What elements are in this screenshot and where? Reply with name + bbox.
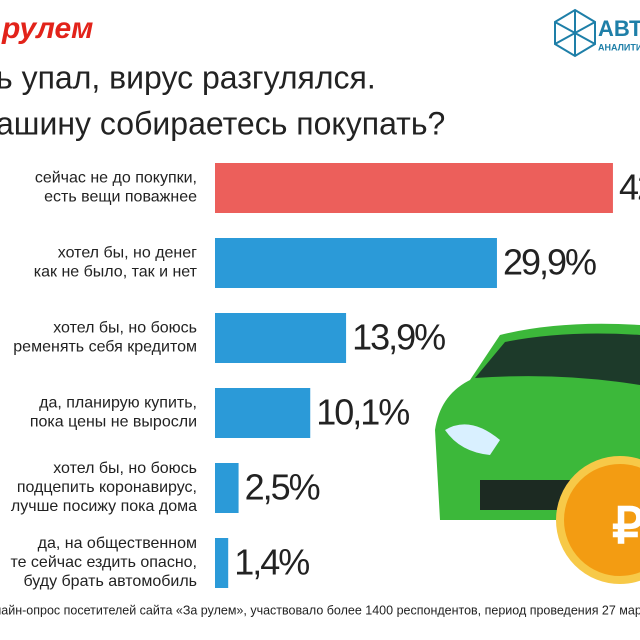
bar (215, 313, 347, 363)
logo-right-subtitle: АНАЛИТИЧ (598, 42, 640, 52)
logo-right-icon (554, 8, 596, 58)
value-label: 13,9% (352, 317, 445, 358)
value-label: 10,1% (316, 392, 409, 433)
value-label: 29,9% (503, 242, 596, 283)
value-label: 42,2% (619, 167, 640, 208)
footer: лайн-опрос посетителей сайта «За рулем»,… (0, 603, 640, 617)
category-label: хотел бы, но денег (58, 245, 197, 262)
category-label: да, планирую купить, (39, 395, 197, 412)
title-line: ашину собираетесь покупать? (0, 105, 445, 141)
category-label: хотел бы, но боюсь (53, 460, 197, 477)
title-line: ь упал, вирус разгулялся. (0, 59, 376, 95)
car-illustration: ₽ (435, 323, 640, 584)
value-label: 2,5% (245, 467, 320, 508)
bar (215, 463, 239, 513)
category-label: да, на общественном (38, 535, 197, 552)
category-label: как не было, так и нет (34, 264, 198, 281)
logo-left: рулем (1, 12, 93, 45)
category-label: сейчас не до покупки, (35, 170, 197, 187)
logo-right-name: АВТ (598, 16, 640, 41)
bar (215, 388, 311, 438)
bar (215, 538, 229, 588)
category-label: есть вещи поважнее (44, 189, 197, 206)
category-label: хотел бы, но боюсь (53, 320, 197, 337)
category-label: подцепить коронавирус, (17, 479, 197, 496)
bar (215, 163, 613, 213)
bar (215, 238, 497, 288)
coin-symbol: ₽ (612, 498, 640, 554)
category-label: те сейчас ездить опасно, (10, 554, 197, 571)
category-label: пока цены не выросли (30, 414, 197, 431)
category-label: лучше посижу пока дома (11, 498, 197, 515)
value-label: 1,4% (234, 542, 309, 583)
category-label: ременять себя кредитом (13, 339, 197, 356)
category-label: буду брать автомобиль (23, 573, 197, 590)
